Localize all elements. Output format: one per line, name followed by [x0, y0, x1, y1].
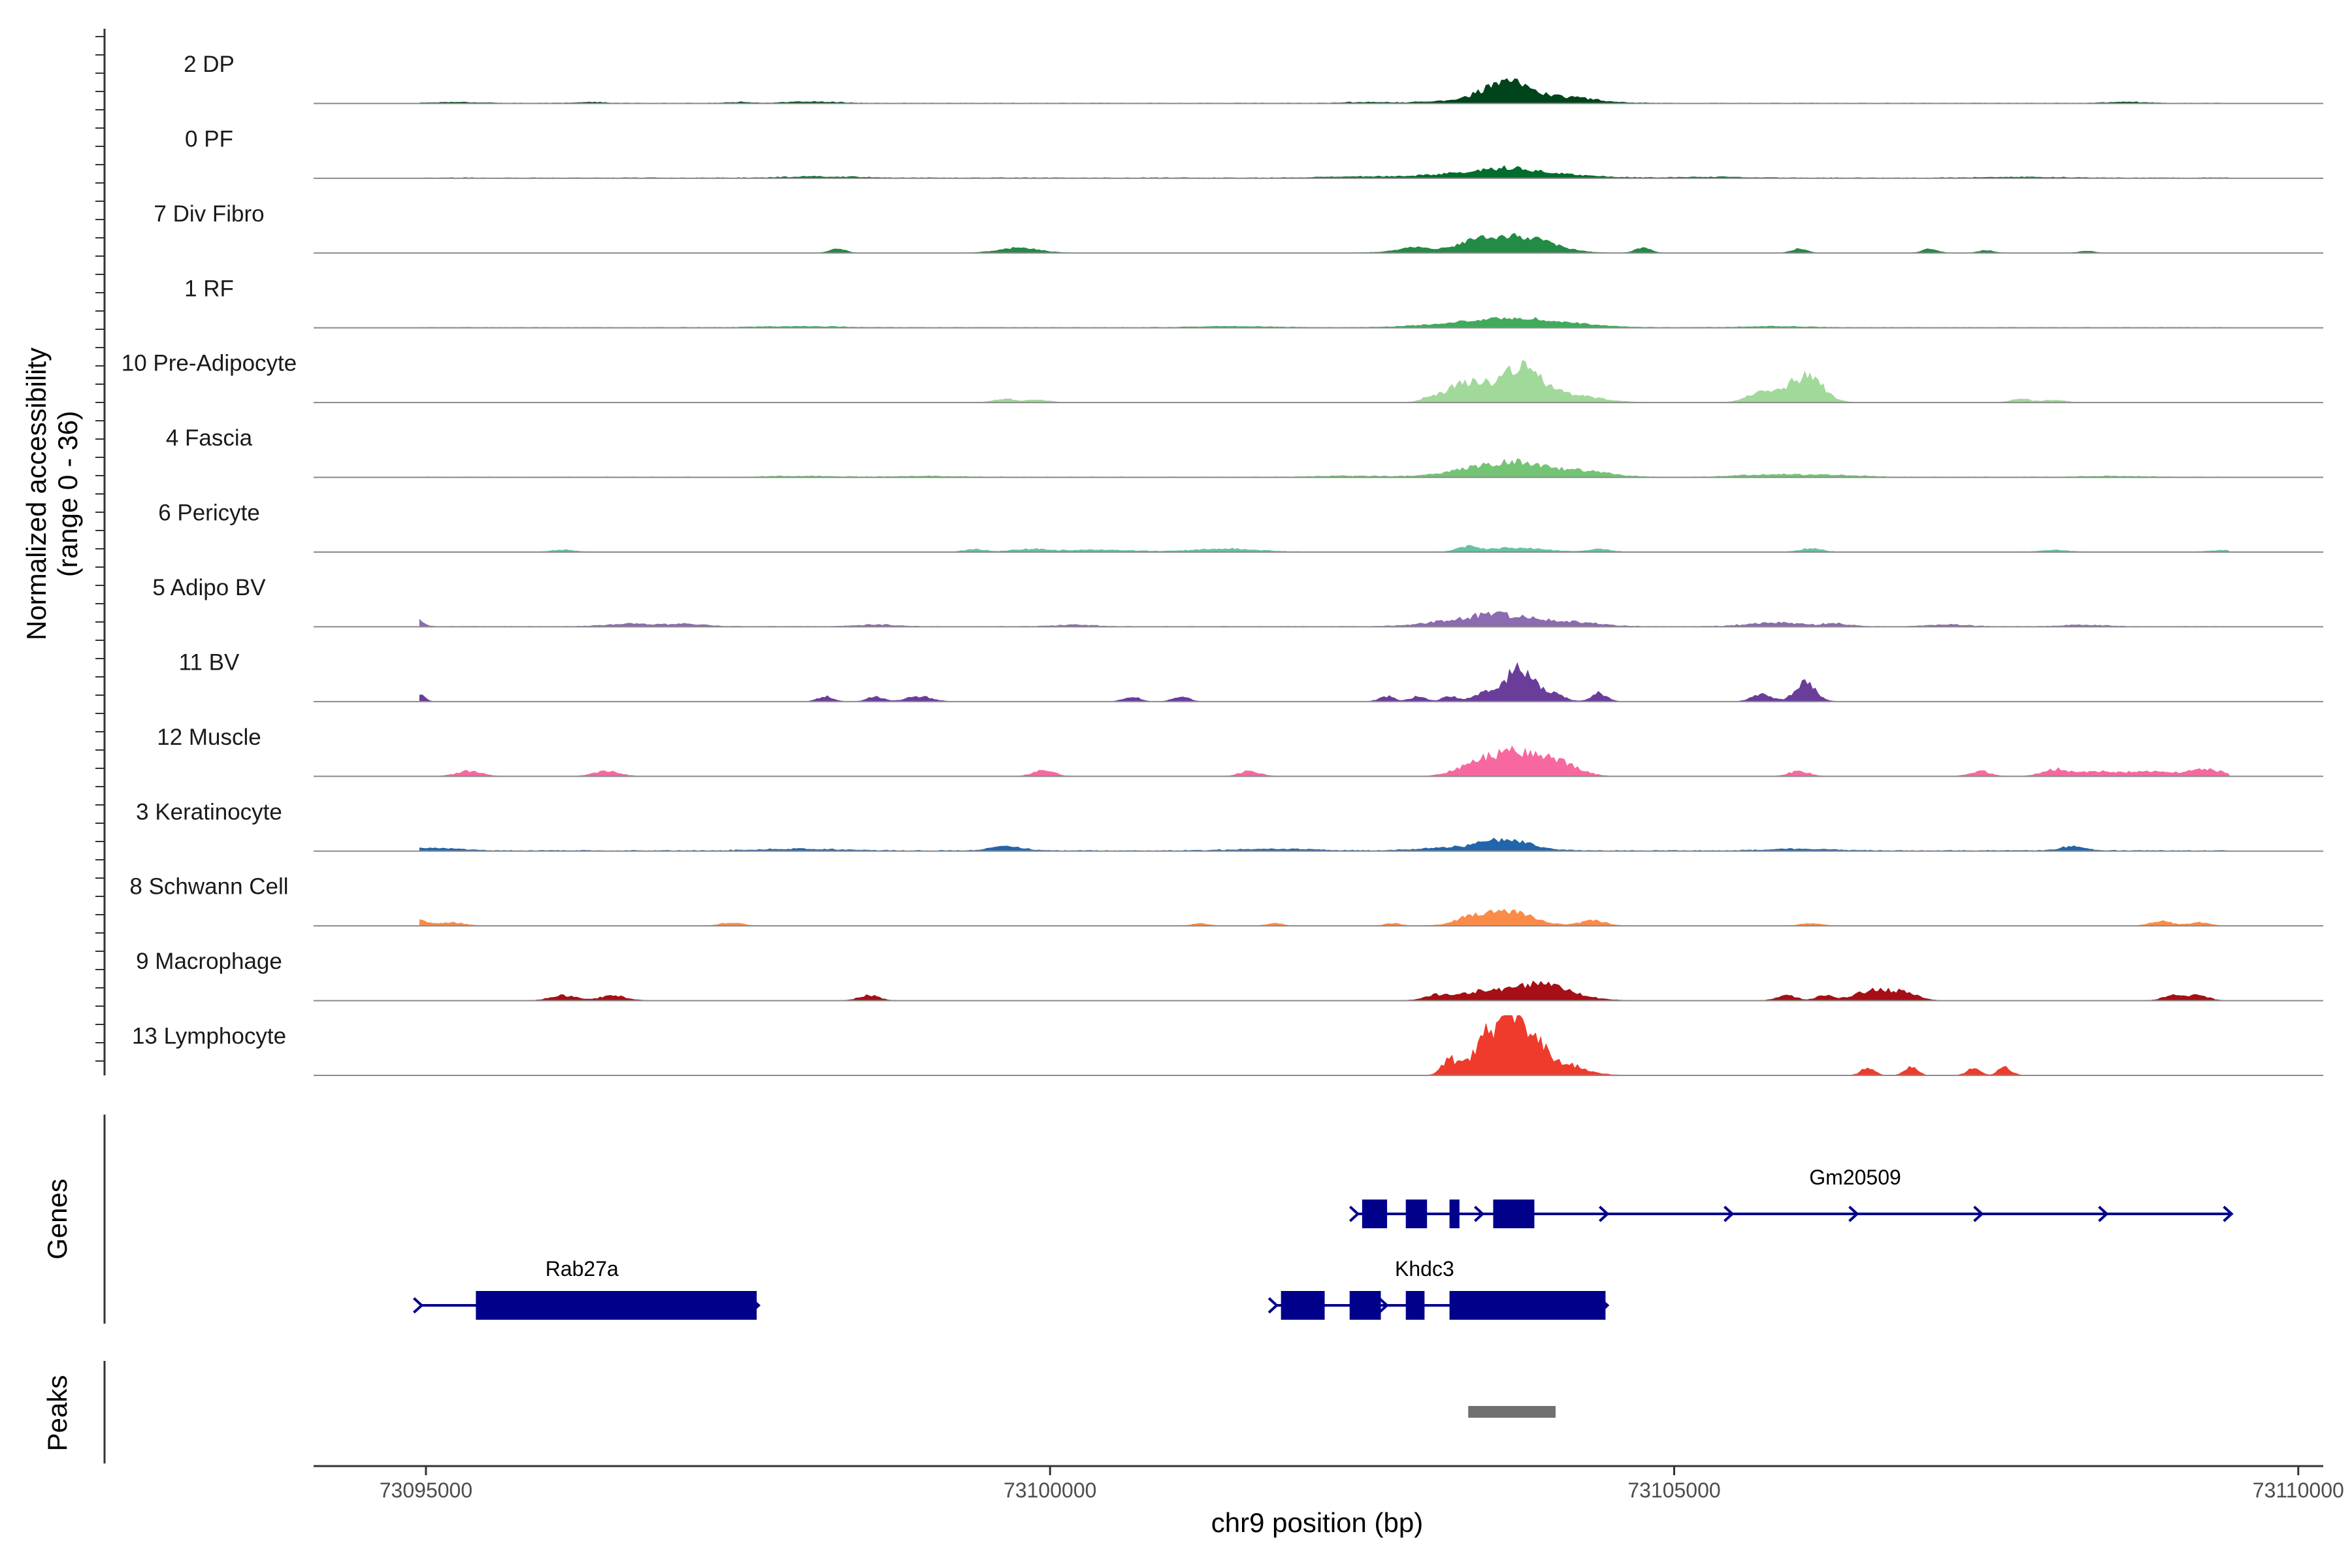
track-label: 12 Muscle [157, 725, 261, 750]
peaks-panel: Peaks [42, 1361, 1556, 1463]
strand-arrow [2223, 1205, 2234, 1222]
track-1-rf: 1 RF [184, 276, 2323, 329]
y-axis-title: Normalized accessibility (range 0 - 36) [21, 348, 83, 640]
peaks-panel-label: Peaks [42, 1375, 73, 1452]
x-tick-label: 73095000 [380, 1478, 472, 1502]
strand-arrow [1723, 1205, 1735, 1222]
track-label: 6 Pericyte [158, 500, 260, 526]
track-7-div-fibro: 7 Div Fibro [154, 201, 2323, 254]
gene-rab27a: Rab27a [413, 1257, 761, 1320]
x-tick-label: 73100000 [1004, 1478, 1096, 1502]
coverage-tracks: 2 DP 0 PF 7 Div Fibro 1 RF 10 Pre-Adipocyte 4… [122, 52, 2323, 1076]
gene-label: Khdc3 [1395, 1257, 1454, 1281]
genes-panel: Genes Rab27a Khdc3 Gm20509 [42, 1115, 2234, 1324]
track-label: 11 BV [179, 649, 240, 675]
x-axis-title: chr9 position (bp) [1211, 1507, 1424, 1538]
coverage-area [419, 458, 2230, 478]
gene-khdc3: Khdc3 [1267, 1257, 1610, 1320]
track-2-dp: 2 DP [184, 52, 2323, 105]
track-10-pre-adipocyte: 10 Pre-Adipocyte [122, 351, 2323, 404]
y-axis [95, 29, 106, 1075]
x-tick-label: 73110000 [2253, 1478, 2344, 1502]
track-label: 13 Lymphocyte [132, 1024, 286, 1049]
track-6-pericyte: 6 Pericyte [158, 500, 2323, 553]
gene-exon [1449, 1291, 1606, 1320]
genes-panel-label: Genes [42, 1179, 73, 1260]
gene-exon [1362, 1200, 1388, 1228]
coverage-area [419, 545, 2230, 553]
coverage-area [419, 78, 2230, 104]
strand-arrow [413, 1297, 424, 1314]
gene-gm20509: Gm20509 [1348, 1166, 2234, 1228]
track-label: 4 Fascia [166, 425, 253, 451]
coverage-area [419, 745, 2230, 777]
coverage-area [419, 317, 2230, 329]
gene-label: Rab27a [546, 1257, 619, 1281]
strand-arrow [1348, 1205, 1360, 1222]
track-9-macrophage: 9 Macrophage [136, 949, 2323, 1002]
coverage-area [419, 360, 2230, 403]
coverage-area [419, 165, 2230, 179]
gene-exon [1349, 1291, 1381, 1320]
track-label: 3 Keratinocyte [136, 799, 282, 825]
track-3-keratinocyte: 3 Keratinocyte [136, 799, 2323, 852]
track-label: 2 DP [184, 52, 235, 77]
peak-region [1468, 1406, 1556, 1418]
x-axis: chr9 position (bp) 73095000 73100000 73105… [314, 1465, 2344, 1538]
coverage-area [419, 1015, 2230, 1076]
strand-arrow [2098, 1205, 2109, 1222]
gene-exon [1405, 1291, 1425, 1320]
gene-exon [1493, 1200, 1535, 1228]
coverage-area [419, 233, 2230, 253]
coverage-area [419, 980, 2230, 1002]
gene-exon [1405, 1200, 1428, 1228]
strand-arrow [1378, 1297, 1389, 1314]
y-axis-title-line2: (range 0 - 36) [52, 411, 83, 577]
coverage-area [419, 838, 2230, 852]
strand-arrow [1599, 1205, 1610, 1222]
track-label: 5 Adipo BV [152, 575, 266, 600]
coverage-area [419, 611, 2230, 627]
track-5-adipo-bv: 5 Adipo BV [152, 575, 2323, 628]
strand-arrow [1973, 1205, 1984, 1222]
x-tick-label: 73105000 [1627, 1478, 1720, 1502]
track-8-schwann-cell: 8 Schwann Cell [129, 874, 2323, 927]
coverage-area [419, 909, 2230, 926]
y-axis-title-line1: Normalized accessibility [21, 348, 52, 640]
track-label: 1 RF [184, 276, 234, 301]
track-label: 8 Schwann Cell [129, 874, 288, 900]
track-label: 9 Macrophage [136, 949, 282, 974]
strand-arrow [1474, 1205, 1485, 1222]
strand-arrow [1848, 1205, 1859, 1222]
track-13-lymphocyte: 13 Lymphocyte [132, 1015, 2323, 1076]
strand-arrow [1267, 1297, 1279, 1314]
gene-exon [476, 1291, 757, 1320]
track-11-bv: 11 BV [179, 649, 2323, 702]
track-12-muscle: 12 Muscle [157, 725, 2323, 777]
gene-exon [1449, 1200, 1460, 1228]
track-4-fascia: 4 Fascia [166, 425, 2323, 478]
gene-label: Gm20509 [1809, 1166, 1901, 1189]
track-label: 10 Pre-Adipocyte [122, 351, 297, 376]
track-label: 7 Div Fibro [154, 201, 264, 227]
track-label: 0 PF [185, 126, 233, 152]
coverage-area [419, 662, 2230, 702]
gene-exon [1281, 1291, 1325, 1320]
track-0-pf: 0 PF [185, 126, 2323, 179]
